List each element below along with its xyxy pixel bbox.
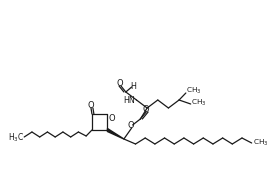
Text: O: O [127,122,134,130]
Text: O: O [108,114,115,122]
Text: CH$_3$: CH$_3$ [191,98,206,108]
Text: H$_3$C: H$_3$C [8,132,24,144]
Text: CH$_3$: CH$_3$ [253,138,268,148]
Text: O: O [143,105,150,114]
Text: HN: HN [123,95,134,105]
Text: O: O [117,78,123,88]
Text: CH$_3$: CH$_3$ [186,86,201,96]
Polygon shape [107,129,124,139]
Text: H: H [131,82,137,90]
Text: O: O [88,100,94,110]
